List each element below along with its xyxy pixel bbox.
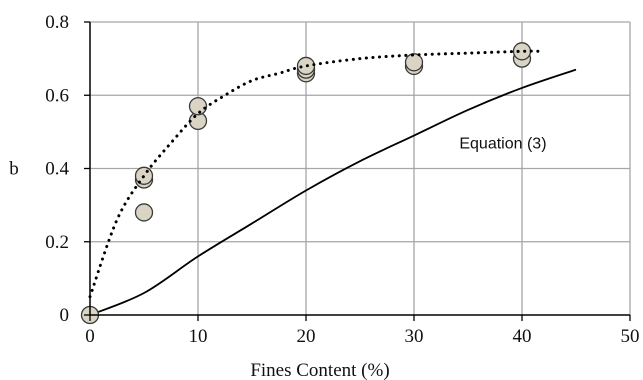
x-tick-label: 50 [621, 326, 640, 347]
x-tick-label: 10 [189, 326, 208, 347]
data-point [134, 203, 154, 222]
x-tick-label: 20 [297, 326, 316, 347]
axes-layer [84, 21, 631, 321]
x-tick-label: 30 [405, 326, 424, 347]
y-axis-title: b [9, 159, 19, 180]
curves-layer [89, 68, 577, 316]
data-point [188, 97, 208, 116]
y-tick-label: 0.4 [45, 159, 69, 180]
fit-curve-dotted [88, 49, 546, 299]
x-tick-label: 0 [85, 326, 95, 347]
data-point [404, 53, 424, 72]
labels-layer: 0 10 20 30 40 50 0 0.2 0.4 0.6 0.8 [45, 12, 639, 347]
y-tick-label: 0.6 [45, 85, 69, 106]
y-tick-label: 0.2 [45, 232, 69, 253]
x-tick-label: 40 [513, 326, 532, 347]
x-axis-title: Fines Content (%) [250, 360, 389, 380]
y-tick-label: 0.8 [45, 12, 69, 33]
equation-3-label: Equation (3) [459, 135, 546, 152]
grid-lines [90, 21, 631, 315]
y-tick-label: 0 [60, 305, 70, 326]
data-point [512, 42, 532, 61]
data-points-layer [80, 42, 546, 325]
equation-3-curve [89, 68, 577, 316]
